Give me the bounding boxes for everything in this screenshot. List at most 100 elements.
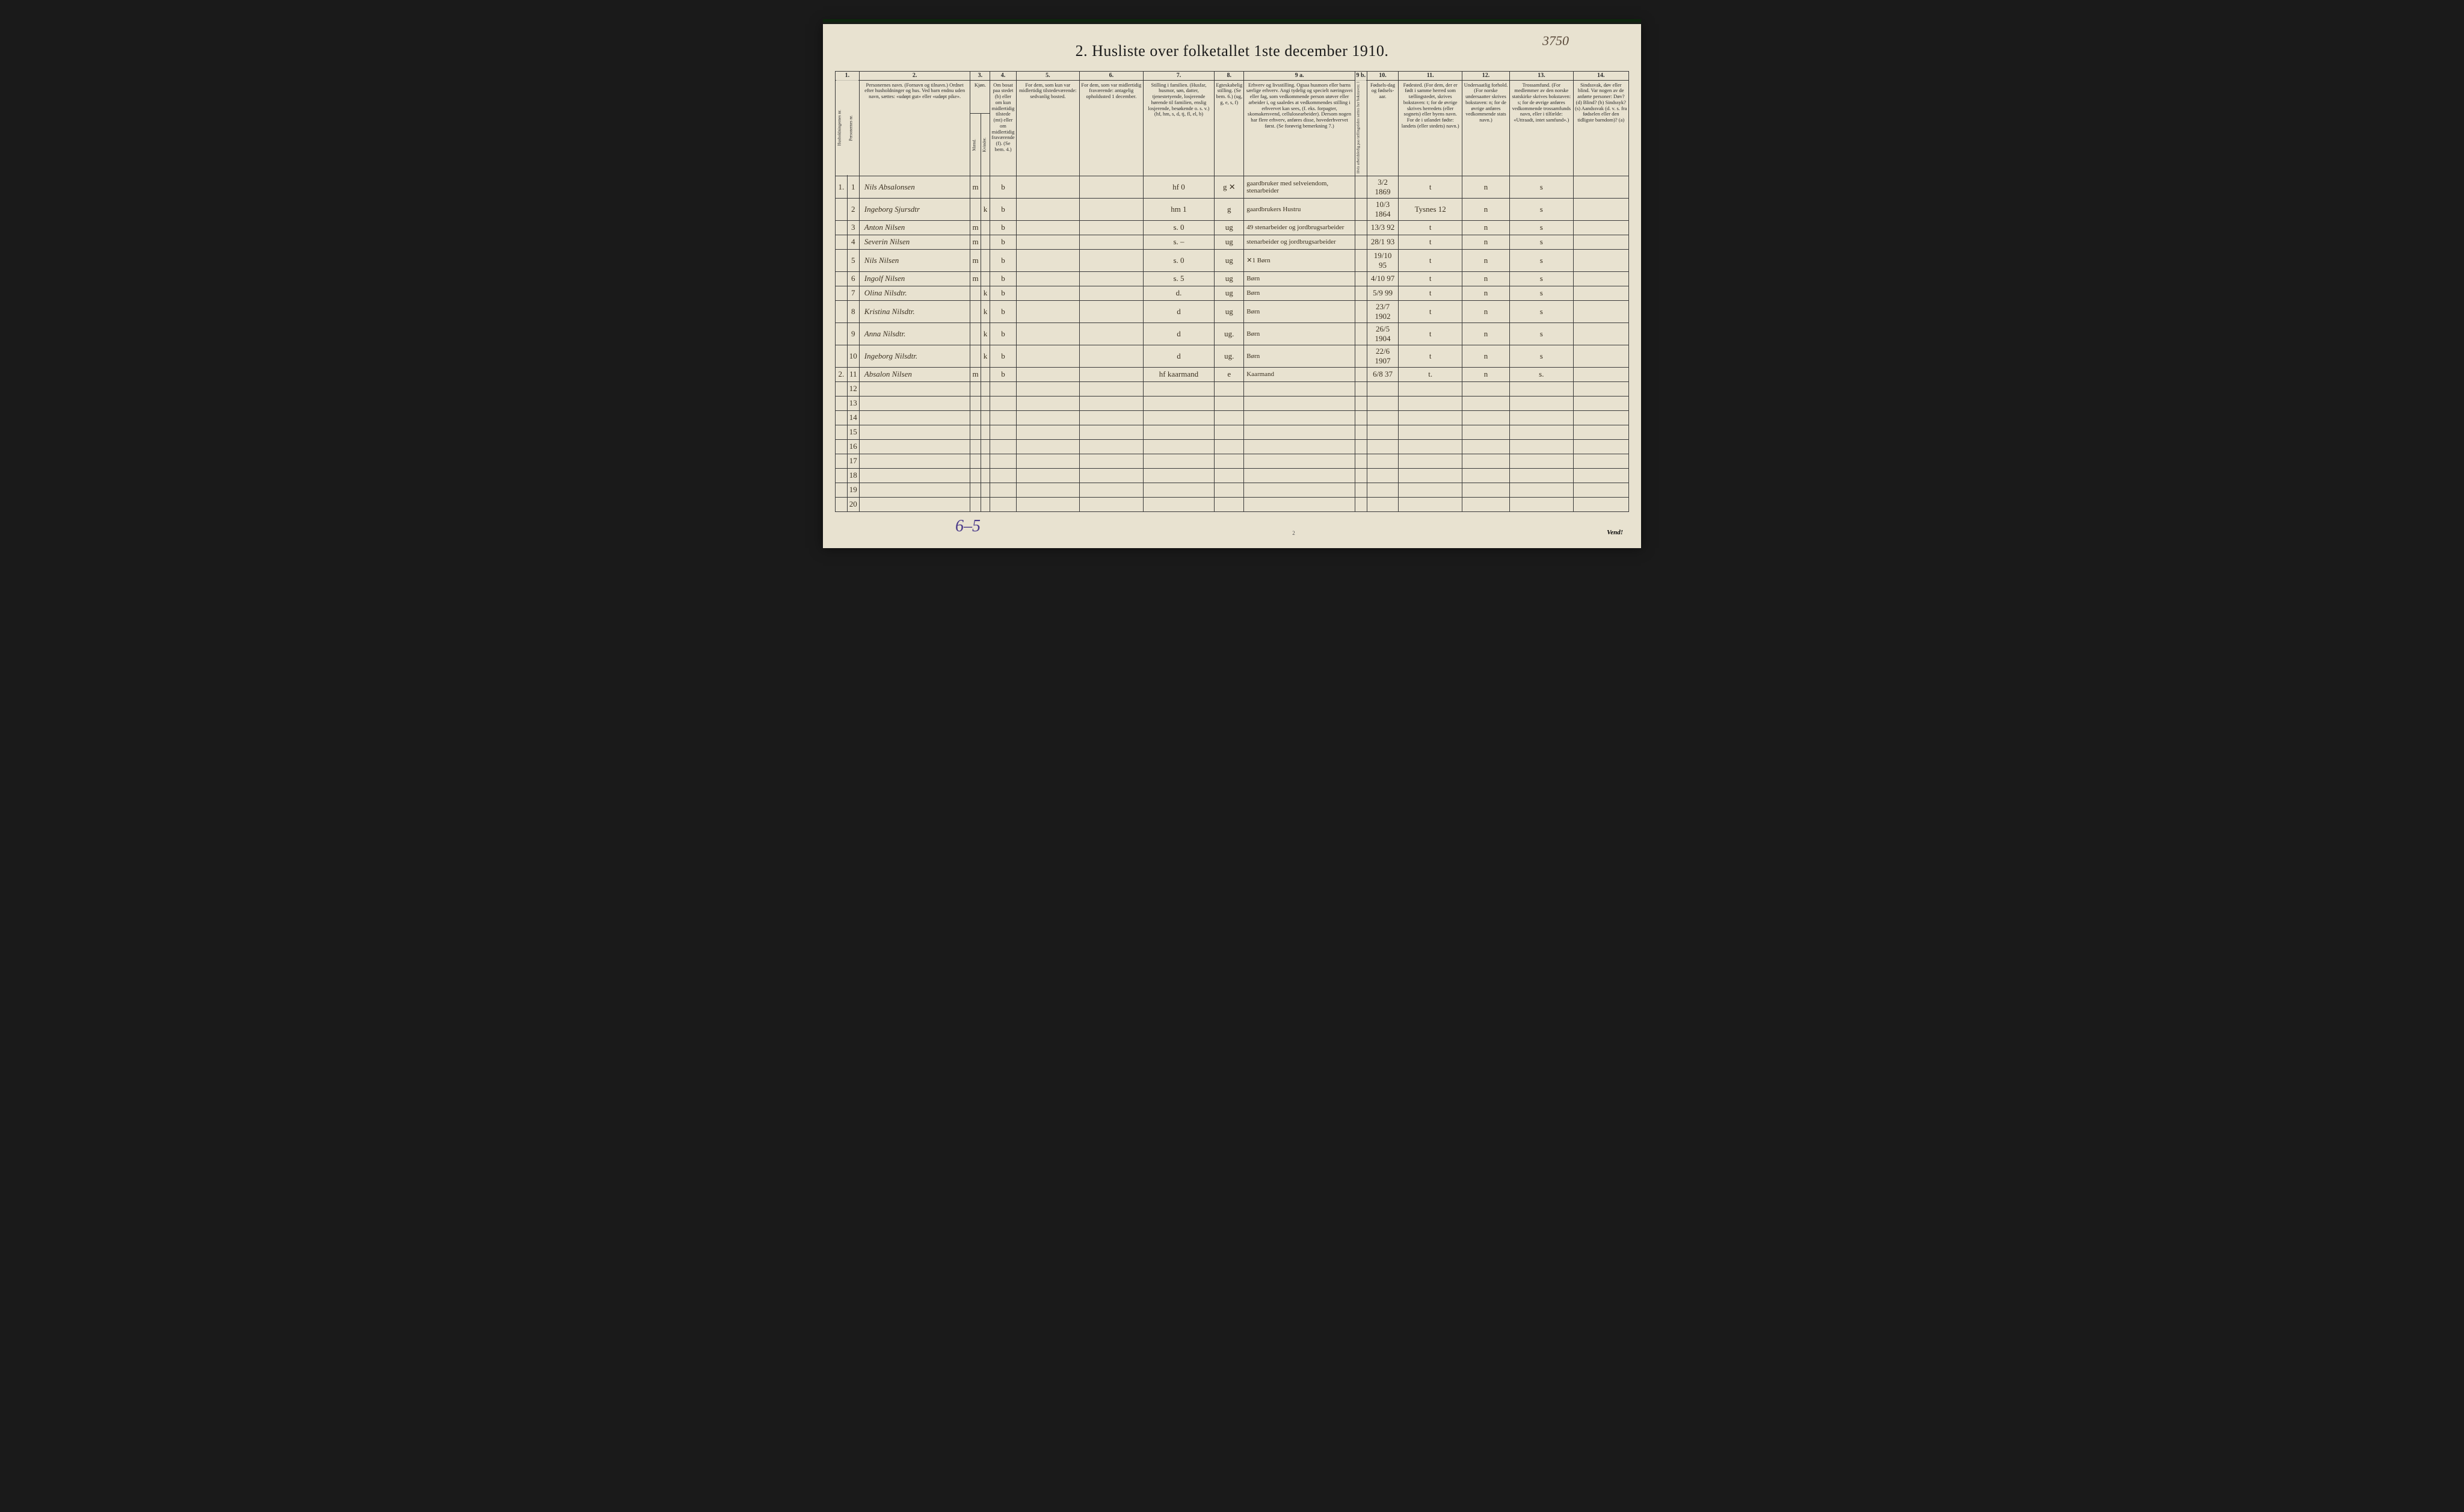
- cell-c6: [1080, 367, 1144, 381]
- cell-empty: [859, 410, 970, 425]
- cell-empty: [1462, 425, 1509, 439]
- table-row: 1.1Nils Absalonsenmbhf 0g ✕gaardbruker m…: [836, 176, 1629, 198]
- cell-c14: [1573, 220, 1628, 235]
- cell-pn: 6: [847, 271, 859, 286]
- cell-empty: [1399, 497, 1462, 511]
- cell-c10: 5/9 99: [1367, 286, 1399, 300]
- cell-empty: [859, 439, 970, 454]
- colnum: 3.: [970, 72, 990, 81]
- cell-empty: [1399, 483, 1462, 497]
- cell-c11: t: [1399, 271, 1462, 286]
- cell-c14: [1573, 176, 1628, 198]
- cell-empty: [1143, 468, 1215, 483]
- col-header: Personernes navn. (Fornavn og tilnavn.) …: [859, 80, 970, 176]
- cell-c11: t: [1399, 176, 1462, 198]
- cell-c8: g: [1215, 198, 1244, 220]
- column-header-row: Husholdningernes nr. Personernes nr. Per…: [836, 80, 1629, 114]
- cell-name: Severin Nilsen: [859, 235, 970, 249]
- colnum: 1.: [836, 72, 860, 81]
- cell-bosat: b: [990, 345, 1016, 367]
- cell-c9b: [1355, 271, 1367, 286]
- cell-c10: 6/8 37: [1367, 367, 1399, 381]
- cell-c14: [1573, 322, 1628, 345]
- cell-hh: [836, 322, 848, 345]
- cell-empty: [1573, 454, 1628, 468]
- cell-empty: [1399, 396, 1462, 410]
- cell-name: Ingeborg Sjursdtr: [859, 198, 970, 220]
- cell-c10: 10/3 1864: [1367, 198, 1399, 220]
- cell-sex-m: [970, 300, 981, 322]
- table-row-empty: 15: [836, 425, 1629, 439]
- cell-pn: 9: [847, 322, 859, 345]
- scan-edge: [823, 19, 1641, 24]
- cell-empty: [990, 381, 1016, 396]
- cell-empty: [990, 439, 1016, 454]
- cell-empty: [859, 468, 970, 483]
- census-page: 3750 2. Husliste over folketallet 1ste d…: [823, 24, 1641, 548]
- col-header: Trossamfund. (For medlemmer av den norsk…: [1510, 80, 1574, 176]
- cell-name: Ingolf Nilsen: [859, 271, 970, 286]
- cell-c9a: Børn: [1244, 300, 1355, 322]
- cell-empty: [970, 425, 981, 439]
- cell-empty: [836, 439, 848, 454]
- cell-sex-m: [970, 286, 981, 300]
- census-table: 1. 2. 3. 4. 5. 6. 7. 8. 9 a. 9 b. 10. 11…: [835, 71, 1629, 512]
- table-row: 10Ingeborg Nilsdtr.kbdug.Børn22/6 1907tn…: [836, 345, 1629, 367]
- cell-empty: [970, 410, 981, 425]
- col-header: Fødsels-dag og fødsels-aar.: [1367, 80, 1399, 176]
- cell-c8: ug: [1215, 220, 1244, 235]
- cell-pn: 7: [847, 286, 859, 300]
- cell-c6: [1080, 220, 1144, 235]
- cell-hh: [836, 300, 848, 322]
- cell-empty: [1080, 483, 1144, 497]
- cell-sex-m: m: [970, 367, 981, 381]
- footer-turn-over: Vend!: [1607, 529, 1629, 536]
- cell-c10: 13/3 92: [1367, 220, 1399, 235]
- cell-c12: n: [1462, 235, 1509, 249]
- cell-sex-k: [981, 249, 990, 271]
- cell-c9b: [1355, 249, 1367, 271]
- cell-empty: [836, 483, 848, 497]
- cell-sex-m: [970, 198, 981, 220]
- cell-empty: [1399, 381, 1462, 396]
- cell-c7: hf 0: [1143, 176, 1215, 198]
- cell-c6: [1080, 300, 1144, 322]
- cell-c9a: 49 stenarbeider og jordbrugsarbeider: [1244, 220, 1355, 235]
- cell-empty: [1080, 468, 1144, 483]
- cell-c8: ug: [1215, 249, 1244, 271]
- cell-empty: [1573, 410, 1628, 425]
- cell-empty: [990, 468, 1016, 483]
- cell-c12: n: [1462, 300, 1509, 322]
- cell-sex-k: k: [981, 286, 990, 300]
- cell-empty: [859, 396, 970, 410]
- cell-c5: [1016, 271, 1080, 286]
- cell-c8: ug: [1215, 271, 1244, 286]
- col-header: Mænd.: [970, 114, 981, 176]
- table-header: 1. 2. 3. 4. 5. 6. 7. 8. 9 a. 9 b. 10. 11…: [836, 72, 1629, 176]
- cell-empty: [1143, 439, 1215, 454]
- cell-c7: hm 1: [1143, 198, 1215, 220]
- cell-c6: [1080, 235, 1144, 249]
- cell-empty: [981, 381, 990, 396]
- table-row-empty: 20: [836, 497, 1629, 511]
- cell-empty: [1244, 497, 1355, 511]
- cell-empty: [981, 454, 990, 468]
- cell-c9a: gaardbruker med selveiendom, stenarbeide…: [1244, 176, 1355, 198]
- cell-empty: [1367, 468, 1399, 483]
- col-header: Egteskabelig stilling. (Se bem. 6.) (ug,…: [1215, 80, 1244, 176]
- cell-empty: [1080, 396, 1144, 410]
- cell-name: Nils Nilsen: [859, 249, 970, 271]
- cell-empty: [970, 468, 981, 483]
- cell-empty: [1510, 483, 1574, 497]
- cell-empty: [1215, 410, 1244, 425]
- cell-c6: [1080, 286, 1144, 300]
- table-row: 6Ingolf Nilsenmbs. 5ugBørn4/10 97tns: [836, 271, 1629, 286]
- cell-c10: 23/7 1902: [1367, 300, 1399, 322]
- cell-empty: 19: [847, 483, 859, 497]
- cell-empty: [1573, 483, 1628, 497]
- cell-hh: [836, 345, 848, 367]
- cell-empty: [1215, 483, 1244, 497]
- cell-bosat: b: [990, 322, 1016, 345]
- cell-empty: [970, 483, 981, 497]
- cell-bosat: b: [990, 249, 1016, 271]
